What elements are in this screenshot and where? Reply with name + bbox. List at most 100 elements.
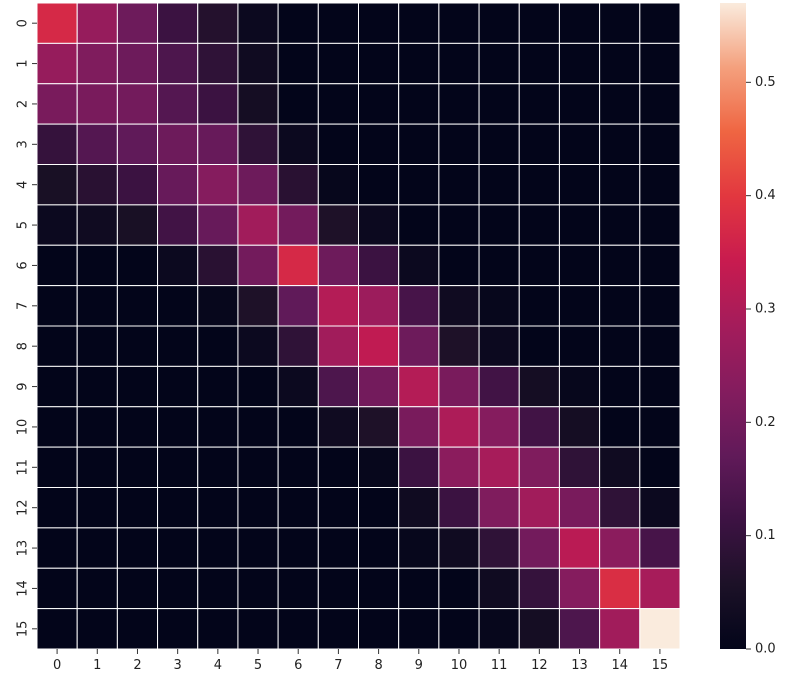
heatmap-cell-11-4 (197, 446, 239, 488)
heatmap-cell-15-5 (237, 608, 279, 650)
heatmap-cell-8-13 (558, 325, 601, 367)
heatmap-cell-15-11 (478, 608, 520, 650)
heatmap-cell-13-5 (237, 527, 279, 569)
heatmap-cell-7-14 (599, 285, 641, 327)
heatmap-cell-12-15 (639, 487, 681, 529)
heatmap-cell-15-0 (36, 608, 78, 650)
heatmap-cell-11-10 (438, 446, 480, 488)
heatmap-cell-11-9 (398, 446, 440, 488)
heatmap-cell-3-6 (277, 123, 319, 165)
x-tick-label: 4 (214, 658, 222, 673)
heatmap-cell-0-2 (116, 2, 159, 44)
y-tick-label: 7 (16, 302, 31, 310)
heatmap-cell-7-1 (76, 285, 118, 327)
heatmap-cell-5-12 (518, 204, 560, 246)
colorbar-gradient (720, 3, 746, 649)
heatmap-cell-6-14 (599, 244, 641, 287)
heatmap-cell-0-13 (558, 2, 601, 44)
heatmap-cell-13-7 (317, 527, 359, 569)
heatmap-cell-7-10 (438, 285, 480, 327)
heatmap-cell-5-10 (438, 204, 480, 246)
heatmap-cell-14-2 (116, 567, 159, 610)
x-tick-label: 7 (334, 658, 342, 673)
heatmap-cell-11-5 (237, 446, 279, 488)
heatmap-cell-2-8 (358, 83, 400, 125)
heatmap-cell-1-4 (197, 42, 239, 85)
colorbar-tick-label: 0.0 (755, 642, 776, 657)
heatmap-cell-7-7 (317, 285, 359, 327)
heatmap-cell-2-5 (237, 83, 279, 125)
heatmap-cell-6-1 (76, 244, 118, 287)
heatmap-cell-8-1 (76, 325, 118, 367)
heatmap-cell-2-0 (36, 83, 78, 125)
heatmap-cell-9-14 (599, 365, 641, 408)
heatmap-cell-13-8 (358, 527, 400, 569)
heatmap-cell-13-1 (76, 527, 118, 569)
colorbar-tick-label: 0.2 (755, 415, 776, 430)
heatmap-cell-6-3 (157, 244, 199, 287)
heatmap-cell-0-0 (36, 2, 78, 44)
heatmap-cell-0-5 (237, 2, 279, 44)
heatmap-cell-0-8 (358, 2, 400, 44)
heatmap-cell-14-8 (358, 567, 400, 610)
heatmap-cell-7-11 (478, 285, 520, 327)
heatmap-cell-12-2 (116, 487, 159, 529)
heatmap-cell-8-0 (36, 325, 78, 367)
heatmap-cell-4-0 (36, 164, 78, 206)
heatmap-cell-12-8 (358, 487, 400, 529)
x-tick-label: 0 (53, 658, 61, 673)
heatmap-cell-8-5 (237, 325, 279, 367)
heatmap-cell-9-11 (478, 365, 520, 408)
heatmap-cell-15-10 (438, 608, 480, 650)
heatmap-cell-5-14 (599, 204, 641, 246)
heatmap-cell-11-14 (599, 446, 641, 488)
x-tick-label: 13 (571, 658, 588, 673)
heatmap-cell-0-14 (599, 2, 641, 44)
heatmap-cell-15-4 (197, 608, 239, 650)
heatmap-cell-2-3 (157, 83, 199, 125)
heatmap-cell-10-15 (639, 406, 681, 448)
heatmap-cell-13-4 (197, 527, 239, 569)
heatmap-cell-8-2 (116, 325, 159, 367)
heatmap-cell-6-15 (639, 244, 681, 287)
heatmap-cell-1-3 (157, 42, 199, 85)
heatmap-cell-15-8 (358, 608, 400, 650)
heatmap-cell-0-15 (639, 2, 681, 44)
heatmap-cell-2-4 (197, 83, 239, 125)
heatmap-cell-5-1 (76, 204, 118, 246)
heatmap-cell-9-12 (518, 365, 560, 408)
heatmap-cell-1-7 (317, 42, 359, 85)
heatmap-cell-5-3 (157, 204, 199, 246)
heatmap-cell-1-0 (36, 42, 78, 85)
y-tick-label: 6 (16, 261, 31, 269)
x-tick-label: 3 (174, 658, 182, 673)
heatmap-cell-6-6 (277, 244, 319, 287)
heatmap-cell-15-9 (398, 608, 440, 650)
heatmap-cell-7-6 (277, 285, 319, 327)
heatmap-cell-4-7 (317, 164, 359, 206)
heatmap-cell-11-7 (317, 446, 359, 488)
heatmap-cell-0-3 (157, 2, 199, 44)
heatmap-cell-14-3 (157, 567, 199, 610)
heatmap-cell-4-11 (478, 164, 520, 206)
heatmap-cell-9-5 (237, 365, 279, 408)
heatmap-cell-4-2 (116, 164, 159, 206)
heatmap-cell-8-14 (599, 325, 641, 367)
heatmap-cell-9-9 (398, 365, 440, 408)
x-tick-label: 10 (451, 658, 468, 673)
heatmap-cell-3-15 (639, 123, 681, 165)
heatmap-cell-9-4 (197, 365, 239, 408)
heatmap-cell-6-9 (398, 244, 440, 287)
y-tick-label: 11 (16, 459, 31, 476)
heatmap-cell-4-6 (277, 164, 319, 206)
heatmap-cell-1-13 (558, 42, 601, 85)
heatmap-cell-3-7 (317, 123, 359, 165)
heatmap-cell-5-8 (358, 204, 400, 246)
x-tick-label: 14 (611, 658, 628, 673)
heatmap-cell-6-5 (237, 244, 279, 287)
heatmap-cell-11-2 (116, 446, 159, 488)
heatmap-cell-6-12 (518, 244, 560, 287)
heatmap-cell-1-2 (116, 42, 159, 85)
heatmap-cell-2-9 (398, 83, 440, 125)
